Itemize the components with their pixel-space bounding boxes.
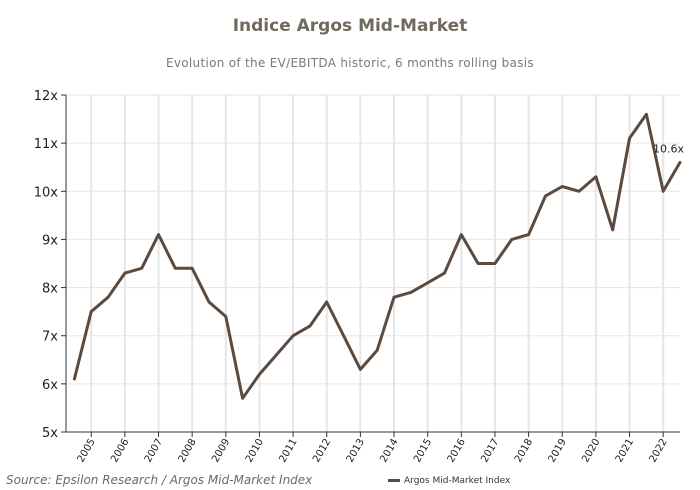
- annotations: 10.6x: [653, 142, 684, 155]
- series-group: [72, 112, 682, 400]
- y-tick-label: 7x: [42, 330, 58, 345]
- tick-labels: 5x 6x 7x 8x 9x 10x 11x 12x 2005 2006 2007 2008 2009 2…: [34, 89, 670, 465]
- y-tick-label: 11x: [34, 137, 59, 152]
- x-tick-label: 2019: [547, 437, 569, 465]
- y-tick-label: 8x: [42, 282, 58, 297]
- y-tick-label: 6x: [42, 378, 58, 393]
- x-tick-label: 2009: [210, 437, 232, 465]
- x-tick-label: 2015: [412, 437, 434, 465]
- grid-lines: [66, 94, 680, 432]
- legend-swatch: [388, 479, 400, 482]
- x-tick-label: 2021: [614, 437, 636, 465]
- chart-subtitle: Evolution of the EV/EBITDA historic, 6 m…: [166, 56, 534, 70]
- y-tick-label: 9x: [42, 233, 58, 248]
- x-tick-label: 2007: [143, 437, 165, 465]
- series-line: [72, 112, 682, 400]
- y-tick-label: 10x: [34, 185, 59, 200]
- x-tick-label: 2020: [580, 437, 602, 465]
- source-note: Source: Epsilon Research / Argos Mid-Mar…: [6, 473, 313, 487]
- x-tick-label: 2014: [378, 437, 400, 465]
- x-tick-label: 2011: [277, 437, 299, 465]
- x-tick-label: 2016: [446, 437, 468, 465]
- legend: Argos Mid-Market Index: [388, 476, 510, 486]
- chart-title: Indice Argos Mid-Market: [232, 16, 468, 36]
- last-value-label: 10.6x: [653, 142, 684, 155]
- y-tick-label: 12x: [34, 89, 59, 104]
- x-tick-label: 2010: [244, 437, 266, 465]
- y-tick-label: 5x: [42, 426, 58, 441]
- legend-label: Argos Mid-Market Index: [404, 476, 511, 486]
- x-tick-label: 2012: [311, 437, 333, 465]
- x-tick-label: 2006: [109, 437, 131, 465]
- x-tick-label: 2008: [177, 437, 199, 465]
- axes: [61, 94, 680, 437]
- x-tick-label: 2017: [479, 437, 501, 465]
- x-tick-label: 2005: [76, 437, 98, 465]
- x-tick-label: 2022: [648, 437, 670, 465]
- x-tick-label: 2018: [513, 437, 535, 465]
- x-tick-label: 2013: [345, 437, 367, 465]
